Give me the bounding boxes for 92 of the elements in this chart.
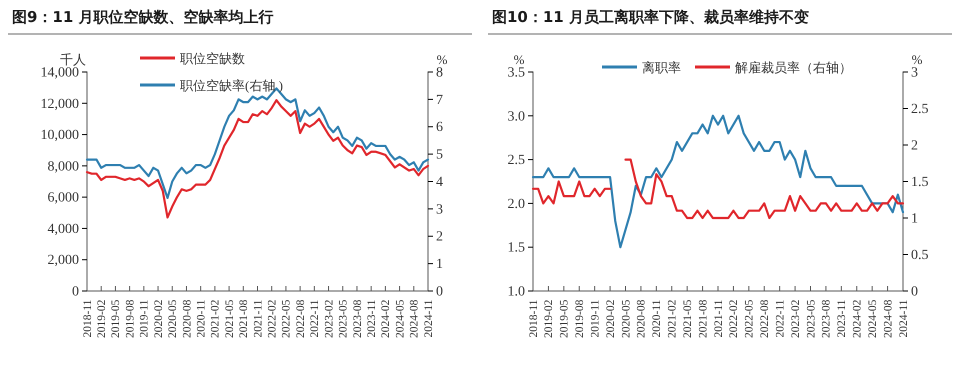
- x-tick-label: 2019-08: [124, 299, 136, 338]
- y2-tick-label: 2.5: [911, 102, 928, 117]
- x-tick-label: 2019-08: [574, 299, 586, 338]
- chart-title: 图9：11 月职位空缺数、空缺率均上行: [12, 8, 274, 26]
- y2-tick-label: 7: [436, 92, 443, 108]
- x-tick-label: 2023-08: [352, 299, 364, 338]
- x-tick-label: 2024-11: [422, 299, 435, 338]
- y2-tick-label: 3: [911, 65, 918, 80]
- y-tick-label: 1.5: [508, 240, 525, 256]
- x-tick-label: 2023-11: [836, 299, 848, 338]
- x-tick-label: 2024-02: [852, 299, 864, 338]
- x-tick-label: 2022-11: [774, 299, 786, 338]
- x-tick-label: 2023-02: [323, 299, 336, 338]
- line-series: [86, 99, 430, 219]
- x-tick-label: 2024-05: [866, 299, 879, 338]
- y-tick-label: 10,000: [40, 128, 79, 144]
- x-tick-label: 2020-02: [152, 299, 165, 338]
- y-tick-label: 0: [72, 284, 79, 300]
- x-tick-label: 2020-02: [604, 299, 617, 338]
- x-tick-label: 2024-08: [882, 299, 894, 338]
- x-tick-label: 2023-08: [820, 299, 833, 338]
- x-tick-label: 2022-05: [280, 299, 293, 338]
- x-tick-label: 2021-11: [252, 299, 264, 338]
- x-tick-label: 2021-02: [666, 299, 679, 338]
- x-tick-label: 2022-08: [759, 299, 772, 338]
- y2-tick-label: 0.5: [911, 248, 928, 263]
- x-tick-label: 2021-05: [682, 299, 694, 338]
- x-tick-label: 2024-08: [408, 299, 421, 338]
- x-tick-label: 2022-02: [266, 299, 279, 338]
- x-tick-label: 2018-11: [82, 299, 94, 338]
- y2-tick-label: 6: [436, 120, 443, 136]
- x-tick-label: 2022-08: [294, 299, 307, 338]
- y2-tick-label: 2: [436, 230, 443, 245]
- y-tick-label: 4,000: [48, 222, 79, 237]
- y-axis-title: 千人: [60, 52, 86, 67]
- y-tick-label: 12,000: [40, 96, 79, 112]
- x-tick-label: 2020-05: [167, 299, 180, 338]
- y2-tick-label: 4: [436, 174, 443, 190]
- y2-tick-label: 1: [436, 257, 443, 272]
- y2-tick-label: 0: [436, 284, 443, 300]
- y-tick-label: 3.0: [508, 109, 525, 124]
- line-series: [532, 114, 904, 248]
- y2-axis-title: %: [436, 52, 448, 67]
- legend-label: 解雇裁员率（右轴）: [735, 60, 852, 75]
- x-tick-label: 2020-11: [651, 299, 664, 338]
- x-tick-label: 2022-05: [744, 299, 756, 338]
- y2-tick-label: 5: [436, 148, 443, 163]
- x-tick-label: 2021-08: [238, 299, 250, 338]
- legend-label: 职位空缺率(右轴 ): [180, 78, 283, 93]
- x-tick-label: 2021-05: [224, 299, 236, 338]
- x-tick-label: 2022-02: [728, 299, 740, 338]
- chart-title: 图10：11 月员工离职率下降、裁员率维持不变: [492, 8, 809, 26]
- y-tick-label: 2,000: [48, 253, 79, 268]
- x-tick-label: 2018-11: [528, 299, 540, 338]
- y-tick-label: 8,000: [48, 159, 79, 174]
- y2-axis-title: %: [912, 52, 923, 67]
- x-tick-label: 2023-11: [366, 299, 378, 338]
- x-tick-label: 2019-02: [96, 299, 108, 338]
- y-axis-title: %: [514, 52, 525, 67]
- x-tick-label: 2020-11: [195, 299, 208, 338]
- x-tick-label: 2024-11: [898, 299, 910, 338]
- x-tick-label: 2020-08: [636, 299, 648, 338]
- x-tick-label: 2023-02: [790, 299, 802, 338]
- x-tick-label: 2019-05: [110, 299, 122, 338]
- x-tick-label: 2020-05: [620, 299, 632, 338]
- y2-tick-label: 0: [911, 284, 918, 300]
- x-tick-label: 2021-08: [697, 299, 710, 338]
- x-tick-label: 2019-11: [138, 299, 151, 338]
- x-tick-label: 2024-05: [394, 299, 406, 338]
- legend-label: 离职率: [642, 60, 681, 75]
- y-tick-label: 14,000: [40, 65, 79, 80]
- x-tick-label: 2024-02: [380, 299, 392, 338]
- y2-tick-label: 1.5: [911, 174, 928, 190]
- x-tick-label: 2023-05: [805, 299, 818, 338]
- y-tick-label: 2.5: [508, 153, 525, 168]
- y2-tick-label: 1: [911, 211, 918, 226]
- y-tick-label: 2.0: [508, 196, 525, 212]
- x-tick-label: 2020-08: [181, 299, 194, 338]
- y-tick-label: 1.0: [508, 284, 525, 300]
- y2-tick-label: 2: [911, 138, 918, 154]
- x-tick-label: 2022-11: [309, 299, 322, 338]
- x-tick-label: 2021-11: [712, 299, 725, 338]
- x-tick-label: 2019-05: [558, 299, 571, 338]
- y2-tick-label: 8: [436, 65, 443, 80]
- x-tick-label: 2023-05: [338, 299, 350, 338]
- legend-label: 职位空缺数: [180, 51, 245, 66]
- x-tick-label: 2019-11: [589, 299, 602, 338]
- x-tick-label: 2021-02: [210, 299, 222, 338]
- y-tick-label: 6,000: [48, 190, 79, 206]
- x-tick-label: 2019-02: [543, 299, 556, 338]
- y-tick-label: 3.5: [508, 65, 525, 80]
- y2-tick-label: 3: [436, 202, 443, 218]
